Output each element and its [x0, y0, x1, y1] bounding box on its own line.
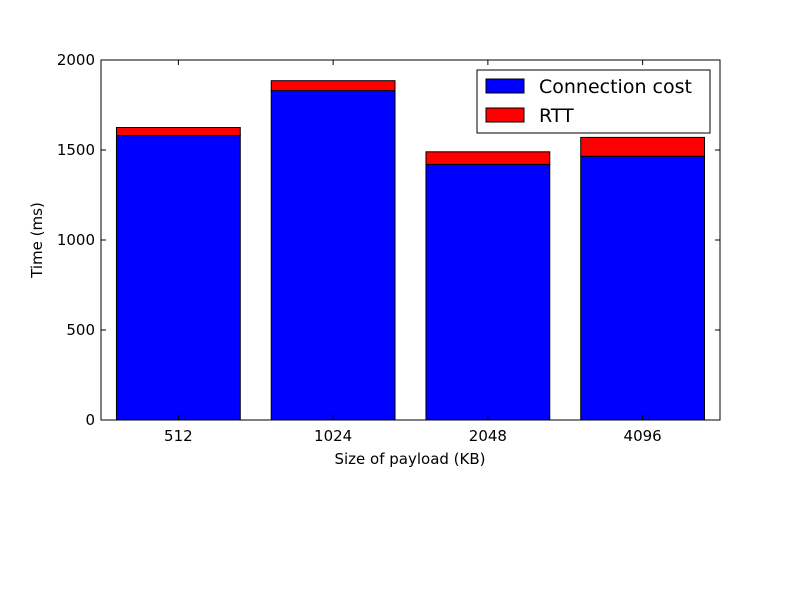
plot-frame	[100, 59, 721, 421]
legend: Connection cost RTT	[476, 69, 711, 134]
bar-rtt-2048	[425, 151, 551, 165]
bar-connection-cost-4096	[580, 155, 706, 421]
bar-rtt-1024	[270, 80, 396, 92]
bar-connection-cost-512	[115, 135, 241, 421]
x-tick-label-1024: 1024	[314, 427, 352, 445]
x-axis-label: Size of payload (KB)	[334, 450, 485, 468]
x-tick-label-512: 512	[164, 427, 193, 445]
bar-rtt-4096	[580, 136, 706, 157]
legend-swatch-connection-cost	[485, 78, 525, 94]
y-axis-label: Time (ms)	[28, 202, 46, 279]
y-tick-label-1500: 1500	[57, 141, 95, 159]
legend-label-connection-cost: Connection cost	[539, 76, 692, 98]
y-tick-label-0: 0	[85, 411, 95, 429]
ticks-layer: 512 1024 2048 4096 0 500 1000 1500 2000	[57, 51, 720, 445]
y-tick-label-500: 500	[66, 321, 95, 339]
bars-layer	[115, 80, 706, 421]
bar-connection-cost-2048	[425, 163, 551, 421]
y-tick-label-1000: 1000	[57, 231, 95, 249]
y-tick-label-2000: 2000	[57, 51, 95, 69]
bar-rtt-512	[115, 127, 241, 137]
legend-label-rtt: RTT	[539, 105, 574, 127]
x-tick-label-4096: 4096	[624, 427, 662, 445]
x-tick-label-2048: 2048	[469, 427, 507, 445]
legend-swatch-rtt	[485, 107, 525, 123]
bar-connection-cost-1024	[270, 90, 396, 421]
